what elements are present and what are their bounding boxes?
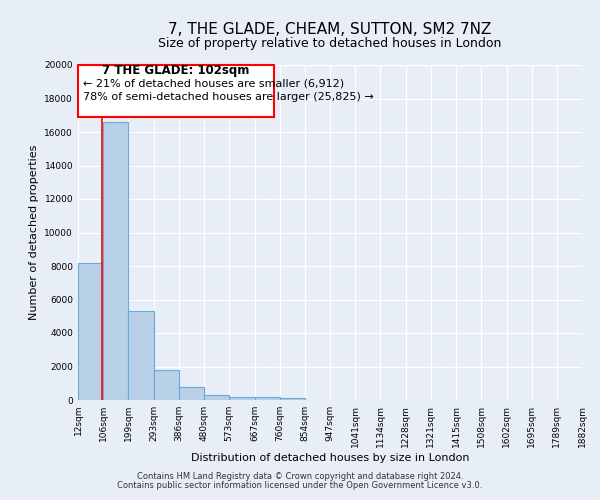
Y-axis label: Number of detached properties: Number of detached properties — [29, 145, 39, 320]
Text: 7, THE GLADE, CHEAM, SUTTON, SM2 7NZ: 7, THE GLADE, CHEAM, SUTTON, SM2 7NZ — [169, 22, 491, 38]
Bar — [179, 388, 204, 400]
X-axis label: Distribution of detached houses by size in London: Distribution of detached houses by size … — [191, 452, 469, 462]
Text: Contains HM Land Registry data © Crown copyright and database right 2024.: Contains HM Land Registry data © Crown c… — [137, 472, 463, 481]
Text: 78% of semi-detached houses are larger (25,825) →: 78% of semi-detached houses are larger (… — [83, 92, 374, 102]
Bar — [229, 396, 254, 400]
Bar — [204, 395, 229, 400]
Bar — [154, 370, 179, 400]
Text: 7 THE GLADE: 102sqm: 7 THE GLADE: 102sqm — [103, 64, 250, 76]
Text: Size of property relative to detached houses in London: Size of property relative to detached ho… — [158, 38, 502, 51]
Text: Contains public sector information licensed under the Open Government Licence v3: Contains public sector information licen… — [118, 481, 482, 490]
Text: ← 21% of detached houses are smaller (6,912): ← 21% of detached houses are smaller (6,… — [83, 78, 344, 88]
Bar — [128, 311, 154, 400]
Bar — [254, 398, 280, 400]
Bar — [78, 262, 103, 400]
Bar — [280, 398, 305, 400]
Bar — [103, 122, 128, 400]
Bar — [78, 65, 274, 117]
